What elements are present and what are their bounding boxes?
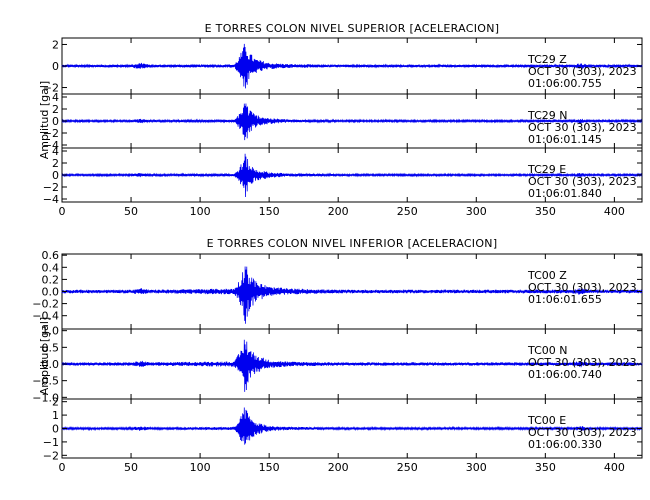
waveform-trace: [61, 407, 643, 445]
y-tick-label: 2: [52, 157, 59, 170]
x-tick-label: 100: [190, 461, 211, 474]
x-tick-label: 0: [59, 461, 66, 474]
station-annotation: 01:06:00.330: [528, 438, 602, 451]
station-annotation: TC00 E: [527, 414, 566, 427]
x-tick-label: 150: [259, 205, 280, 218]
station-annotation: OCT 30 (303), 2023: [528, 65, 637, 78]
y-tick-label: 2: [52, 396, 59, 409]
station-annotation: 01:06:01.840: [528, 187, 602, 200]
station-annotation: 01:06:01.655: [528, 293, 602, 306]
y-tick-label: −2: [43, 181, 59, 194]
x-tick-label: 400: [604, 205, 625, 218]
y-tick-label: −2: [43, 449, 59, 462]
x-tick-label: 300: [466, 205, 487, 218]
station-annotation: OCT 30 (303), 2023: [528, 175, 637, 188]
chart-title: E TORRES COLON NIVEL INFERIOR [ACELERACI…: [207, 237, 498, 250]
y-tick-label: 0.5: [42, 341, 60, 354]
y-tick-label: 2: [52, 38, 59, 51]
station-annotation: TC00 N: [527, 344, 567, 357]
x-tick-label: 300: [466, 461, 487, 474]
x-tick-label: 50: [124, 461, 138, 474]
y-tick-label: −1.0: [32, 391, 59, 404]
x-tick-label: 350: [535, 205, 556, 218]
y-tick-label: 1: [52, 409, 59, 422]
station-annotation: TC00 Z: [527, 269, 567, 282]
y-tick-label: 1.0: [42, 325, 60, 338]
x-tick-label: 250: [397, 461, 418, 474]
x-tick-label: 350: [535, 461, 556, 474]
station-annotation: TC29 E: [527, 163, 566, 176]
y-axis-label: Amplitud [gal]: [38, 81, 51, 159]
y-tick-label: −1: [43, 436, 59, 449]
station-annotation: OCT 30 (303), 2023: [528, 121, 637, 134]
x-tick-label: 200: [328, 461, 349, 474]
waveform-trace: [61, 43, 643, 89]
x-tick-label: 0: [59, 205, 66, 218]
y-tick-label: 0: [52, 60, 59, 73]
waveform-trace: [61, 153, 643, 197]
y-tick-label: −0.5: [32, 375, 59, 388]
y-tick-label: 0.0: [42, 358, 60, 371]
y-tick-label: 0.6: [42, 249, 60, 262]
y-axis-label: Amplitud [gal]: [38, 317, 51, 395]
y-tick-label: 0.0: [42, 286, 60, 299]
y-tick-label: 0: [52, 423, 59, 436]
y-tick-label: 0.4: [42, 261, 60, 274]
x-tick-label: 150: [259, 461, 280, 474]
waveform-trace: [61, 339, 643, 392]
x-tick-label: 50: [124, 205, 138, 218]
x-tick-label: 100: [190, 205, 211, 218]
station-annotation: OCT 30 (303), 2023: [528, 356, 637, 369]
x-tick-label: 400: [604, 461, 625, 474]
y-tick-label: −4: [43, 193, 59, 206]
y-tick-label: 4: [52, 91, 59, 104]
station-annotation: 01:06:00.755: [528, 77, 602, 90]
x-tick-label: 200: [328, 205, 349, 218]
x-tick-label: 250: [397, 205, 418, 218]
station-annotation: TC29 Z: [527, 53, 567, 66]
waveform-trace: [61, 103, 643, 141]
y-tick-label: 2: [52, 103, 59, 116]
y-tick-label: −2: [43, 127, 59, 140]
y-tick-label: 0.2: [42, 273, 60, 286]
y-tick-label: 0: [52, 169, 59, 182]
station-annotation: TC29 N: [527, 109, 567, 122]
y-tick-label: 0: [52, 115, 59, 128]
station-annotation: OCT 30 (303), 2023: [528, 281, 637, 294]
y-tick-label: −0.2: [32, 298, 59, 311]
y-tick-label: −2: [43, 82, 59, 95]
waveform-trace: [61, 266, 643, 324]
y-tick-label: −4: [43, 139, 59, 152]
chart-title: E TORRES COLON NIVEL SUPERIOR [ACELERACI…: [205, 22, 500, 35]
y-tick-label: −0.4: [32, 310, 59, 323]
station-annotation: 01:06:00.740: [528, 368, 602, 381]
station-annotation: OCT 30 (303), 2023: [528, 426, 637, 439]
y-tick-label: 4: [52, 145, 59, 158]
station-annotation: 01:06:01.145: [528, 133, 602, 146]
